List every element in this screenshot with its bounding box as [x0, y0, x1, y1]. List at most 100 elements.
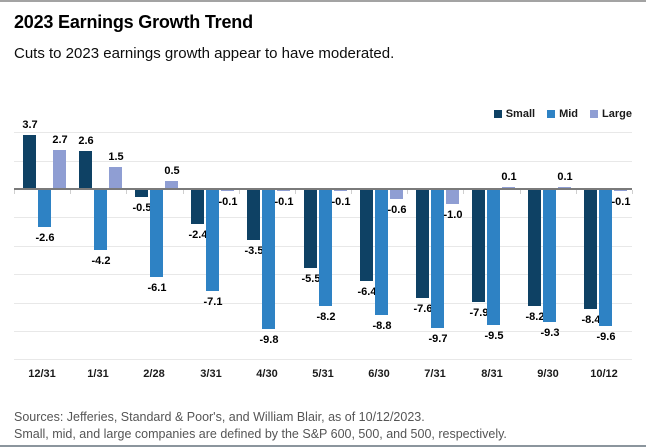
- bar-large-7/31: [446, 190, 459, 205]
- bar-large-9/30: [558, 186, 571, 188]
- axis-tick: [183, 190, 184, 194]
- axis-tick: [295, 190, 296, 194]
- bar-mid-12/31: [38, 190, 51, 227]
- bar-small-2/28: [135, 190, 148, 198]
- bar-value-label: -8.2: [525, 311, 545, 323]
- bar-small-5/31: [304, 190, 317, 269]
- bar-mid-9/30: [543, 190, 556, 323]
- bar-value-label: -6.1: [147, 282, 167, 294]
- bar-value-label: -9.3: [540, 327, 560, 339]
- bar-mid-10/12: [599, 190, 612, 327]
- chart-legend: Small Mid Large: [493, 108, 632, 120]
- legend-swatch-icon: [547, 110, 556, 118]
- bar-large-6/30: [390, 190, 403, 199]
- axis-tick: [126, 190, 127, 194]
- bar-value-label: -7.9: [469, 307, 489, 319]
- x-axis-label: 8/31: [481, 368, 503, 380]
- legend-label: Large: [602, 108, 632, 120]
- bar-value-label: 0.1: [501, 171, 517, 183]
- bar-large-8/31: [502, 186, 515, 188]
- bar-value-label: -4.2: [91, 255, 111, 267]
- axis-tick: [632, 190, 633, 194]
- bar-large-2/28: [165, 180, 178, 188]
- bar-value-label: -9.7: [428, 333, 448, 345]
- legend-item-large: Large: [590, 108, 632, 120]
- bar-value-label: -8.2: [316, 311, 336, 323]
- axis-tick: [351, 190, 352, 194]
- page-title: 2023 Earnings Growth Trend: [14, 12, 253, 32]
- bar-mid-5/31: [319, 190, 332, 307]
- gridline: [14, 161, 632, 162]
- bar-value-label: 3.7: [22, 119, 38, 131]
- bar-mid-8/31: [487, 190, 500, 325]
- bar-value-label: -8.4: [581, 314, 601, 326]
- bar-value-label: -0.1: [274, 196, 294, 208]
- bar-small-10/12: [584, 190, 597, 310]
- x-axis-label: 10/12: [590, 368, 618, 380]
- x-axis-label: 9/30: [537, 368, 559, 380]
- bar-mid-4/30: [262, 190, 275, 330]
- axis-tick: [14, 190, 15, 194]
- x-axis-label: 7/31: [424, 368, 446, 380]
- x-axis-label: 4/30: [256, 368, 278, 380]
- bar-small-4/30: [247, 190, 260, 240]
- axis-tick: [576, 190, 577, 194]
- bar-value-label: 1.5: [108, 151, 124, 163]
- gridline: [14, 331, 632, 332]
- bar-value-label: -0.1: [331, 196, 351, 208]
- bar-mid-6/30: [375, 190, 388, 315]
- bar-large-10/12: [614, 190, 627, 192]
- bar-mid-7/31: [431, 190, 444, 328]
- legend-label: Small: [505, 108, 536, 120]
- bar-value-label: -8.8: [372, 320, 392, 332]
- axis-tick: [463, 190, 464, 194]
- gridline: [14, 132, 632, 133]
- bar-small-6/30: [360, 190, 373, 281]
- bar-small-12/31: [23, 135, 36, 188]
- bar-small-3/31: [191, 190, 204, 225]
- x-axis-label: 5/31: [312, 368, 334, 380]
- x-axis-label: 12/31: [28, 368, 56, 380]
- axis-tick: [520, 190, 521, 194]
- bar-large-3/31: [221, 190, 234, 192]
- bar-value-label: -1.0: [443, 209, 463, 221]
- bar-large-4/30: [277, 190, 290, 192]
- bar-value-label: -9.5: [484, 330, 504, 342]
- bar-value-label: -9.8: [259, 334, 279, 346]
- page-subtitle: Cuts to 2023 earnings growth appear to h…: [14, 45, 395, 62]
- x-axis-label: 6/30: [368, 368, 390, 380]
- bar-small-9/30: [528, 190, 541, 307]
- bar-large-1/31: [109, 166, 122, 188]
- x-axis-label: 2/28: [143, 368, 165, 380]
- bar-small-1/31: [79, 151, 92, 188]
- bar-mid-3/31: [206, 190, 219, 291]
- bar-value-label: 0.5: [164, 165, 180, 177]
- bar-value-label: -2.4: [188, 229, 208, 241]
- bar-value-label: 0.1: [557, 171, 573, 183]
- definition-note: Small, mid, and large companies are defi…: [14, 427, 507, 441]
- bar-small-8/31: [472, 190, 485, 303]
- bar-value-label: -0.5: [132, 202, 152, 214]
- bar-value-label: -0.1: [218, 196, 238, 208]
- legend-swatch-icon: [590, 110, 599, 118]
- x-axis-label: 3/31: [200, 368, 222, 380]
- bar-value-label: -5.5: [301, 273, 321, 285]
- source-note: Sources: Jefferies, Standard & Poor's, a…: [14, 410, 425, 424]
- x-axis-label: 1/31: [87, 368, 109, 380]
- bar-value-label: -9.6: [596, 331, 616, 343]
- legend-item-small: Small: [493, 108, 536, 120]
- bar-value-label: -2.6: [35, 232, 55, 244]
- bar-value-label: 2.7: [52, 134, 68, 146]
- bar-mid-2/28: [150, 190, 163, 277]
- bar-large-12/31: [53, 149, 66, 188]
- bar-value-label: -6.4: [357, 286, 377, 298]
- bar-value-label: -7.1: [203, 296, 223, 308]
- bar-value-label: -0.6: [387, 204, 407, 216]
- bar-value-label: -7.6: [413, 303, 433, 315]
- legend-item-mid: Mid: [547, 108, 578, 120]
- bar-large-5/31: [334, 190, 347, 192]
- axis-tick: [70, 190, 71, 194]
- bar-mid-1/31: [94, 190, 107, 250]
